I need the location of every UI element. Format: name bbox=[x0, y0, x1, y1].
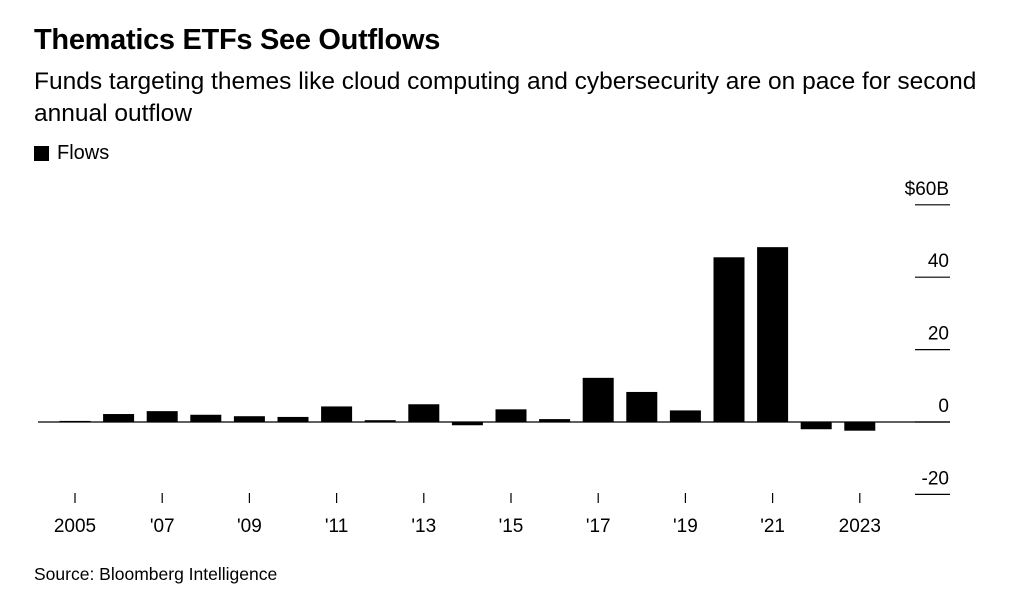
legend-label-flows: Flows bbox=[57, 142, 110, 164]
bar-2010 bbox=[277, 416, 309, 422]
bar-2012 bbox=[364, 420, 396, 422]
y-tick-label-0: $60B bbox=[905, 179, 949, 200]
bar-2018 bbox=[626, 391, 658, 422]
bar-2022 bbox=[800, 422, 832, 430]
legend-swatch-flows bbox=[34, 146, 49, 161]
x-tick-label-1: '07 bbox=[150, 516, 175, 537]
x-tick-label-2: '09 bbox=[237, 516, 262, 537]
bar-2011 bbox=[321, 406, 353, 422]
bar-2013 bbox=[408, 404, 440, 422]
bar-2009 bbox=[233, 416, 265, 422]
bar-2021 bbox=[757, 247, 789, 422]
bar-2019 bbox=[669, 410, 701, 422]
y-tick-label-4: -20 bbox=[922, 468, 949, 489]
x-tick-label-7: '19 bbox=[673, 516, 698, 537]
x-tick-label-9: 2023 bbox=[839, 516, 881, 537]
bar-2007 bbox=[146, 411, 178, 422]
x-tick-label-6: '17 bbox=[586, 516, 611, 537]
bar-2006 bbox=[103, 414, 135, 422]
chart-subtitle: Funds targeting themes like cloud comput… bbox=[34, 68, 977, 127]
x-tick-label-8: '21 bbox=[760, 516, 785, 537]
bar-2015 bbox=[495, 409, 527, 422]
bar-2014 bbox=[451, 422, 483, 426]
y-tick-label-1: 40 bbox=[928, 251, 949, 272]
bar-2017 bbox=[582, 377, 614, 422]
bar-2023 bbox=[844, 422, 876, 431]
bar-2008 bbox=[190, 414, 222, 422]
y-tick-label-2: 20 bbox=[928, 324, 949, 345]
x-tick-label-3: '11 bbox=[325, 516, 348, 537]
legend: Flows bbox=[34, 142, 109, 165]
x-tick-label-0: 2005 bbox=[54, 516, 96, 537]
bar-2016 bbox=[539, 419, 571, 422]
chart-title: Thematics ETFs See Outflows bbox=[34, 24, 441, 56]
y-tick-label-3: 0 bbox=[938, 396, 949, 417]
bar-2020 bbox=[713, 257, 745, 422]
x-tick-label-5: '15 bbox=[499, 516, 524, 537]
source-note: Source: Bloomberg Intelligence bbox=[34, 564, 278, 584]
x-tick-label-4: '13 bbox=[411, 516, 436, 537]
